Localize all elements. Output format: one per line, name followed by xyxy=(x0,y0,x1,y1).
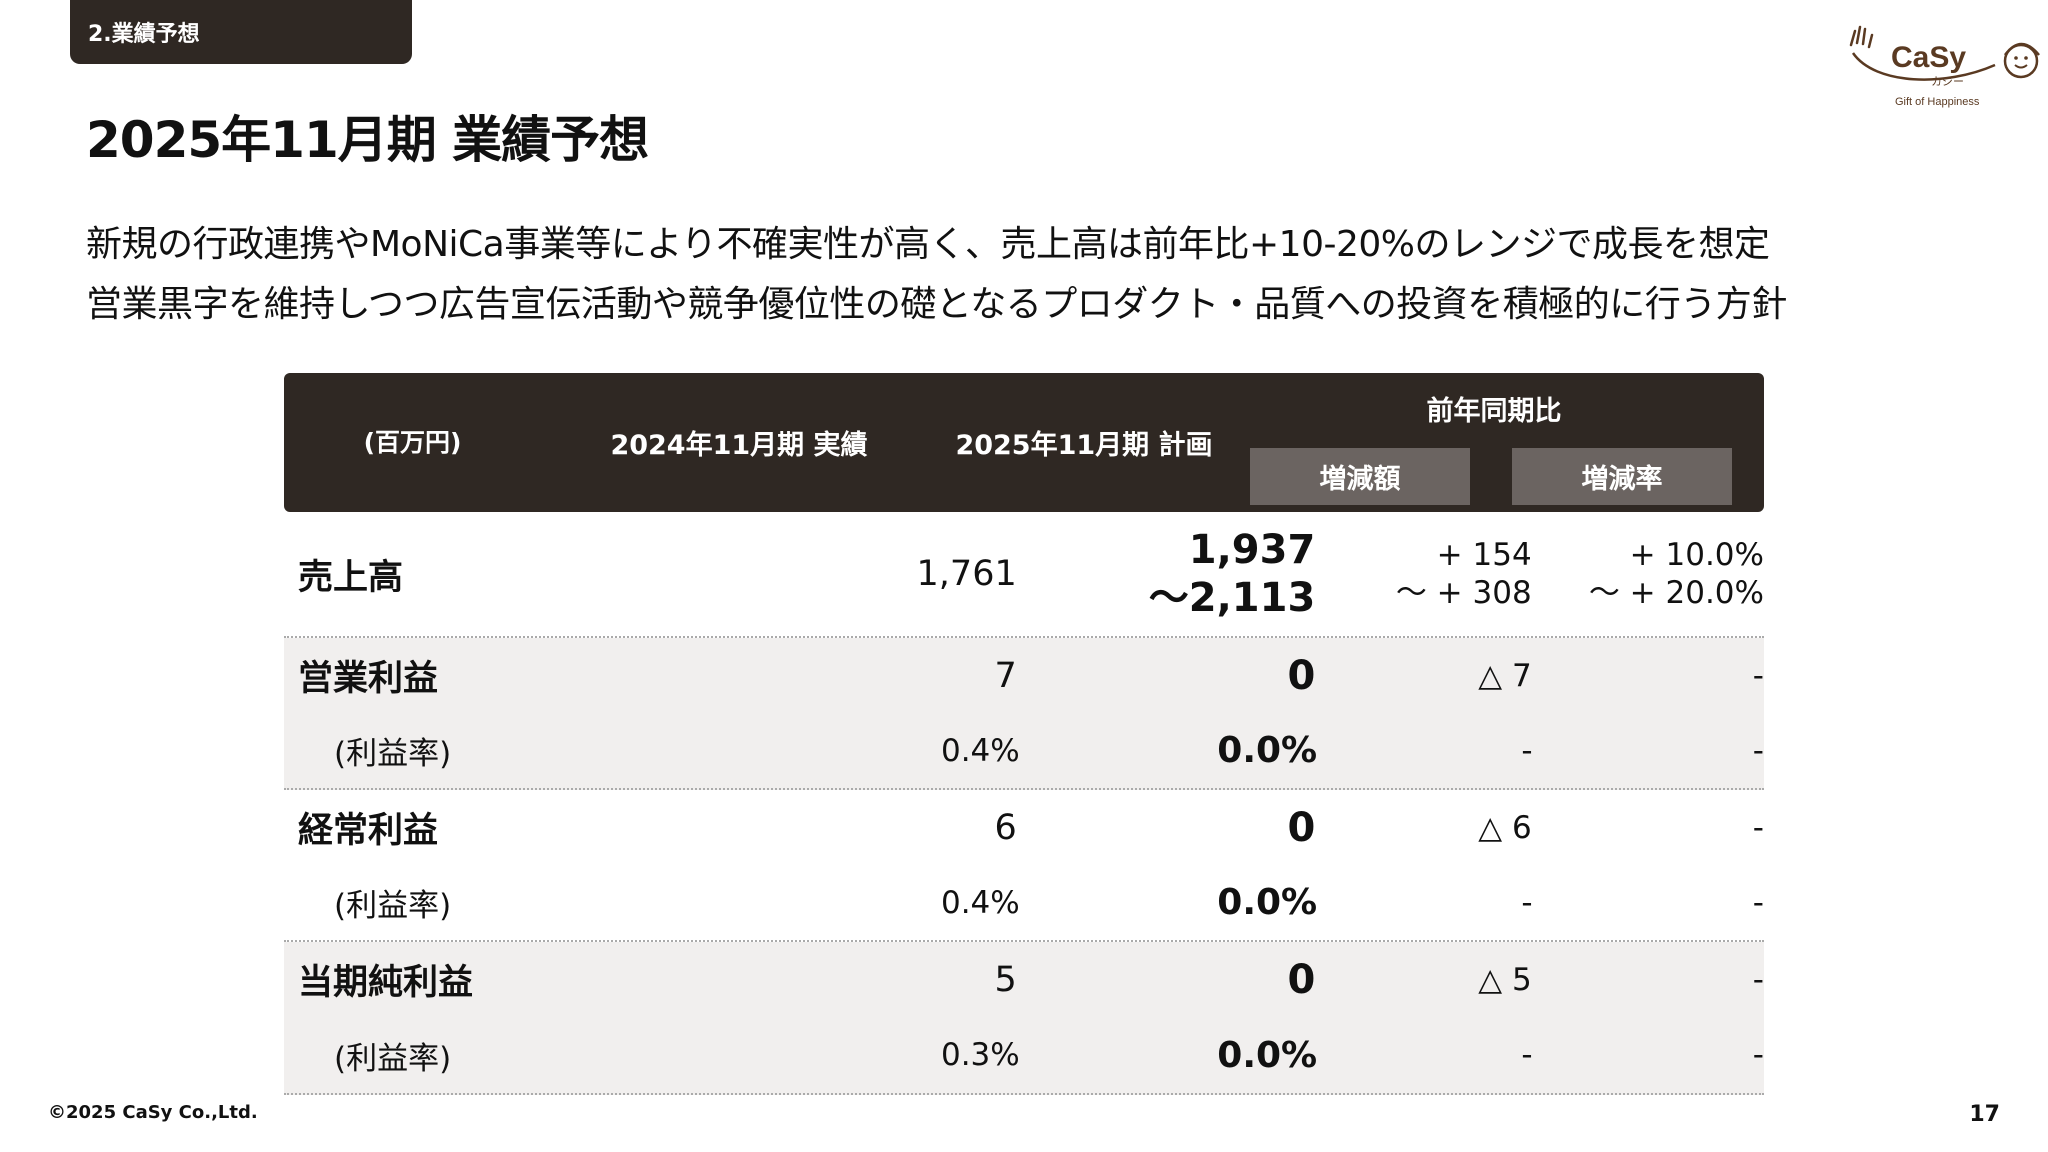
header-unit: (百万円) xyxy=(363,428,462,457)
cell-prev: 1,761 xyxy=(916,554,1017,594)
cell-rate: - xyxy=(1752,884,1764,921)
table-row-operating-margin: (利益率) 0.4% 0.0% - - xyxy=(284,713,1764,790)
cell-prev: 5 xyxy=(994,959,1017,1000)
cell-rate: - xyxy=(1752,1037,1764,1073)
cell-plan: 0 xyxy=(1287,956,1316,1003)
table-row-sales: 売上高 1,761 1,937 〜2,113 + 154 〜 + 308 + 1… xyxy=(284,512,1764,638)
cell-plan: 0.0% xyxy=(1217,1034,1318,1076)
table-row-ordinary-margin: (利益率) 0.4% 0.0% - - xyxy=(284,865,1764,942)
cell-amount: △ 5 xyxy=(1478,961,1532,998)
header-yoy: 前年同期比 xyxy=(1426,396,1562,427)
plan-high: 〜2,113 xyxy=(1148,575,1316,621)
table-row-operating-income: 営業利益 7 0 △ 7 - xyxy=(284,638,1764,713)
cell-plan: 0 xyxy=(1287,652,1316,699)
row-label: (利益率) xyxy=(334,888,452,924)
cell-plan: 0.0% xyxy=(1217,730,1318,771)
cell-plan: 0.0% xyxy=(1217,882,1318,923)
plan-low: 1,937 xyxy=(1188,527,1316,573)
row-label: 営業利益 xyxy=(298,659,439,699)
table-row-net-income: 当期純利益 5 0 △ 5 - xyxy=(284,942,1764,1017)
amount-low: + 154 xyxy=(1436,537,1532,573)
svg-text:Gift of Happiness: Gift of Happiness xyxy=(1895,96,1980,108)
forecast-table: (百万円) 2024年11月期 実績 2025年11月期 計画 前年同期比 増減… xyxy=(284,373,1764,1095)
cell-plan: 1,937 〜2,113 xyxy=(1017,512,1316,636)
cell-prev: 0.3% xyxy=(940,1037,1020,1073)
cell-prev: 6 xyxy=(994,807,1017,848)
header-change-amount: 増減額 xyxy=(1250,448,1470,505)
page-title: 2025年11月期 業績予想 xyxy=(86,111,649,169)
row-label: 売上高 xyxy=(298,557,404,598)
header-plan: 2025年11月期 計画 xyxy=(955,430,1213,461)
table-row-ordinary-income: 経常利益 6 0 △ 6 - xyxy=(284,790,1764,865)
header-prev-actual: 2024年11月期 実績 xyxy=(610,430,868,461)
cell-rate: - xyxy=(1752,809,1764,846)
row-label: (利益率) xyxy=(334,1040,452,1077)
cell-amount: - xyxy=(1521,1037,1533,1073)
cell-amount: - xyxy=(1521,884,1533,921)
rate-low: + 10.0% xyxy=(1629,537,1764,573)
row-label: 経常利益 xyxy=(298,811,439,851)
cell-rate: + 10.0% 〜 + 20.0% xyxy=(1532,512,1764,636)
page-number: 17 xyxy=(1969,1102,2000,1127)
lead-line-2: 営業黒字を維持しつつ広告宣伝活動や競争優位性の礎となるプロダクト・品質への投資を… xyxy=(86,284,1787,325)
svg-text:CaSy: CaSy xyxy=(1891,41,1966,74)
cell-amount: △ 6 xyxy=(1478,809,1532,846)
cell-amount: △ 7 xyxy=(1478,657,1532,694)
cell-prev: 7 xyxy=(994,655,1017,696)
header-change-rate: 増減率 xyxy=(1512,448,1732,505)
amount-high: 〜 + 308 xyxy=(1395,575,1532,611)
cell-rate: - xyxy=(1752,961,1764,998)
cell-amount: - xyxy=(1521,732,1533,769)
row-label: 当期純利益 xyxy=(298,963,474,1003)
lead-line-1: 新規の行政連携やMoNiCa事業等により不確実性が高く、売上高は前年比+10-2… xyxy=(86,224,1770,265)
rate-high: 〜 + 20.0% xyxy=(1588,575,1764,611)
cell-rate: - xyxy=(1752,657,1764,694)
cell-prev: 0.4% xyxy=(940,884,1020,921)
copyright: ©2025 CaSy Co.,Ltd. xyxy=(48,1102,258,1123)
lead-text: 新規の行政連携やMoNiCa事業等により不確実性が高く、売上高は前年比+10-2… xyxy=(86,215,1787,335)
row-label: (利益率) xyxy=(334,736,452,772)
table-row-net-margin: (利益率) 0.3% 0.0% - - xyxy=(284,1017,1764,1095)
cell-prev: 0.4% xyxy=(940,732,1020,769)
cell-plan: 0 xyxy=(1287,804,1316,851)
section-tab: 2.業績予想 xyxy=(70,0,412,64)
cell-amount: + 154 〜 + 308 xyxy=(1315,512,1532,636)
svg-text:カジー: カジー xyxy=(1931,75,1964,88)
cell-rate: - xyxy=(1752,732,1764,769)
casy-logo: CaSy カジー Gift of Happiness xyxy=(1849,25,2040,108)
table-header: (百万円) 2024年11月期 実績 2025年11月期 計画 前年同期比 増減… xyxy=(284,373,1764,512)
